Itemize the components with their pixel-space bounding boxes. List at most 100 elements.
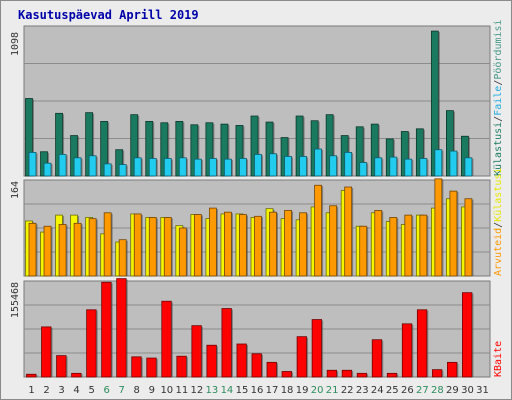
- y-tick-middle: 164: [10, 181, 21, 199]
- x-tick-label: 17: [266, 385, 279, 396]
- x-tick-label: 29: [446, 385, 459, 396]
- kbytes-bar: [386, 372, 399, 378]
- hits-bar: [434, 178, 444, 277]
- kbytes-bar: [191, 325, 203, 378]
- y-tick-top: 1098: [10, 32, 21, 56]
- hits-bar: [224, 211, 233, 277]
- files-bar: [58, 154, 68, 177]
- files-bar: [404, 158, 414, 177]
- hits-bar: [464, 198, 474, 277]
- kbytes-bar: [41, 326, 53, 378]
- hits-bar: [73, 222, 83, 277]
- hits-bar: [284, 210, 294, 277]
- x-tick-label: 11: [175, 385, 188, 396]
- y-tick-bottom: 155468: [10, 282, 21, 318]
- x-tick-label: 7: [119, 385, 125, 396]
- hits-bar: [43, 225, 53, 277]
- hits-bar: [103, 212, 113, 277]
- legend-hosts: Külastusi: [493, 168, 504, 222]
- hits-bar: [193, 214, 203, 277]
- files-bar: [389, 156, 399, 177]
- files-bar: [434, 149, 444, 177]
- files-bar: [103, 163, 113, 177]
- files-bar: [193, 158, 203, 177]
- hits-bar: [178, 227, 188, 277]
- hits-bar: [208, 207, 218, 277]
- legend-top: Külastusi/Faile/Pöördumisi: [493, 19, 504, 176]
- bottom-bars: [26, 278, 474, 378]
- top-bars: [25, 30, 474, 177]
- files-bar: [464, 157, 474, 177]
- x-tick-label: 6: [103, 385, 109, 396]
- x-tick-label: 12: [191, 385, 204, 396]
- kbytes-bar: [341, 369, 354, 378]
- legend-files: Faile: [493, 86, 504, 116]
- x-tick-label: 27: [416, 385, 429, 396]
- x-tick-label: 8: [134, 385, 140, 396]
- kbytes-bar: [371, 339, 384, 378]
- middle-bars: [25, 178, 474, 277]
- x-tick-label: 30: [461, 385, 474, 396]
- kbytes-bar: [56, 355, 68, 378]
- kbytes-bar: [221, 308, 233, 378]
- kbytes-bar: [146, 357, 158, 378]
- files-bar: [314, 148, 324, 177]
- files-bar: [224, 158, 233, 177]
- x-tick-label: 10: [160, 385, 173, 396]
- legend-sep-3: /: [493, 222, 504, 228]
- files-bar: [28, 152, 38, 177]
- legend-middle: Arvuteid/Külastusi: [493, 168, 504, 276]
- kbytes-bar: [281, 371, 294, 378]
- x-tick-label: 14: [221, 385, 234, 396]
- files-bar: [449, 150, 459, 177]
- files-bar: [344, 152, 354, 177]
- x-tick-label: 24: [371, 385, 384, 396]
- hits-bar: [419, 214, 429, 277]
- files-bar: [43, 162, 53, 177]
- hits-bar: [239, 214, 248, 277]
- files-bar: [133, 157, 143, 177]
- x-tick-label: 3: [58, 385, 64, 396]
- hits-bar: [389, 217, 399, 277]
- kbytes-bar: [176, 355, 188, 378]
- files-bar: [329, 155, 339, 177]
- kbytes-bar: [462, 292, 474, 378]
- x-tick-label: 26: [401, 385, 414, 396]
- files-bar: [239, 158, 248, 177]
- kbytes-bar: [236, 343, 248, 378]
- files-bar: [299, 156, 309, 177]
- hits-bar: [449, 190, 459, 277]
- hits-bar: [254, 215, 263, 277]
- x-tick-label: 9: [149, 385, 155, 396]
- legend-bottom: KBaite: [493, 341, 504, 377]
- kbytes-bar: [356, 372, 369, 378]
- kbytes-bar: [431, 369, 444, 378]
- x-tick-label: 22: [341, 385, 354, 396]
- legend-kbytes: KBaite: [493, 341, 504, 377]
- legend-sep-1: /: [493, 116, 504, 122]
- files-bar: [178, 157, 188, 177]
- legend-sep-2: /: [493, 80, 504, 86]
- files-bar: [88, 155, 98, 177]
- hits-bar: [28, 222, 38, 277]
- x-tick-label: 21: [326, 385, 339, 396]
- legend-hits: Arvuteid: [493, 228, 504, 276]
- files-bar: [374, 157, 384, 177]
- hits-bar: [359, 225, 369, 277]
- kbytes-bar: [311, 319, 324, 378]
- files-bar: [118, 164, 128, 177]
- kbytes-bar: [161, 300, 173, 378]
- legend-visits: Külastusi: [493, 122, 504, 176]
- x-tick-label: 19: [296, 385, 309, 396]
- x-tick-label: 18: [281, 385, 294, 396]
- files-bar: [208, 158, 218, 177]
- x-axis-labels: 1 2 3 4 5 6 7 8 9 10 11 12 13 14 15 16 17 18 19 20 21 22 23 24 2…: [28, 385, 489, 396]
- hits-bar: [269, 211, 279, 277]
- kbytes-bar: [251, 353, 263, 378]
- hits-bar: [58, 224, 68, 277]
- x-tick-label: 15: [236, 385, 249, 396]
- x-tick-label: 13: [206, 385, 219, 396]
- hits-bar: [404, 214, 414, 277]
- kbytes-bar: [296, 336, 309, 378]
